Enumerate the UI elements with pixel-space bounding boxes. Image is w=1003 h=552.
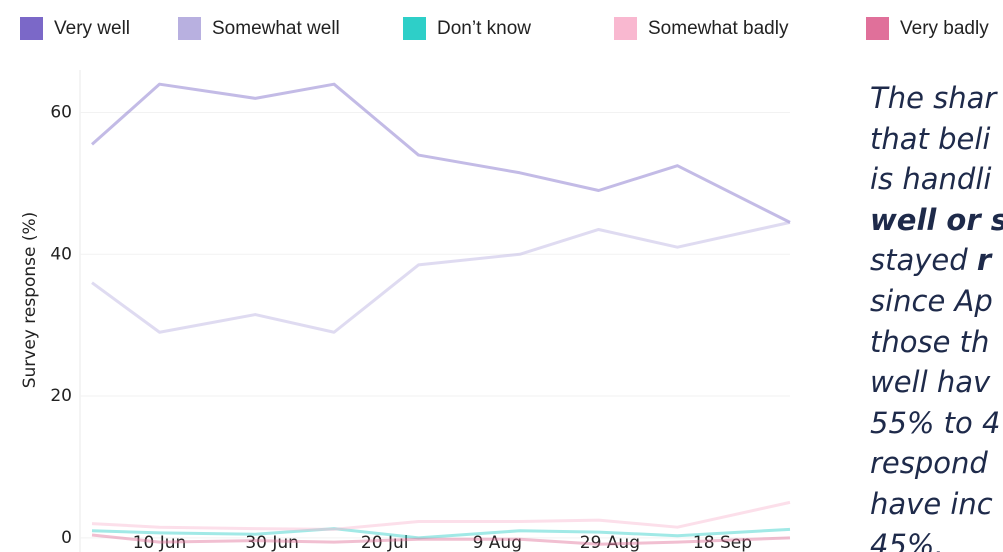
- legend-swatch: [866, 17, 889, 40]
- legend-swatch: [178, 17, 201, 40]
- annotation-text: stayed: [870, 243, 977, 278]
- annotation-text: 45%.: [870, 527, 944, 552]
- legend-label: Somewhat badly: [648, 18, 789, 39]
- x-tick-label: 29 Aug: [580, 533, 640, 552]
- annotation-line: 45%.: [870, 525, 1003, 552]
- annotation-line: stayed r: [870, 240, 1003, 281]
- legend-swatch: [20, 17, 43, 40]
- annotation-text: 55% to 4: [870, 405, 1001, 440]
- x-tick-label: 9 Aug: [473, 533, 522, 552]
- legend-swatch: [403, 17, 426, 40]
- annotation-line: well or s: [870, 200, 1003, 241]
- annotation-text: respond: [870, 446, 988, 481]
- y-axis-label: Survey response (%): [20, 212, 40, 389]
- y-tick-label: 0: [61, 528, 72, 548]
- legend-swatch: [614, 17, 637, 40]
- series-line: [91, 82, 791, 224]
- annotation-text: those th: [870, 324, 990, 359]
- annotation-text: that beli: [870, 121, 991, 156]
- annotation-text: well or s: [870, 202, 1003, 237]
- annotation-line: those th: [870, 322, 1003, 363]
- legend-label: Very well: [54, 18, 130, 39]
- y-tick-label: 60: [50, 103, 72, 123]
- annotation: The shar that beli is handli well or s staye…: [870, 78, 1003, 552]
- annotation-text: since Ap: [870, 283, 993, 318]
- annotation-text: have inc: [870, 486, 993, 521]
- x-tick-label: 30 Jun: [245, 533, 299, 552]
- series-line: [91, 500, 791, 531]
- legend-label: Very badly: [900, 18, 989, 39]
- legend-label: Don’t know: [437, 18, 531, 39]
- y-tick-label: 40: [50, 244, 72, 264]
- annotation-line: is handli: [870, 159, 1003, 200]
- annotation-line: The shar: [870, 78, 1003, 119]
- series-line: [91, 533, 791, 546]
- x-tick-label: 18 Sep: [693, 533, 752, 552]
- legend-label: Somewhat well: [212, 18, 340, 39]
- annotation-line: since Ap: [870, 281, 1003, 322]
- y-tick-label: 20: [50, 386, 72, 406]
- series-line: [91, 220, 791, 334]
- annotation-line: well hav: [870, 362, 1003, 403]
- annotation-text: is handli: [870, 162, 992, 197]
- x-tick-label: 10 Jun: [133, 533, 187, 552]
- series-line: [91, 527, 791, 540]
- annotation-emphasis: r: [976, 243, 992, 278]
- annotation-text: The shar: [870, 81, 997, 115]
- annotation-text: well hav: [870, 365, 991, 400]
- annotation-line: respond: [870, 443, 1003, 484]
- annotation-line: 55% to 4: [870, 403, 1003, 444]
- x-tick-label: 20 Jul: [361, 533, 409, 552]
- annotation-line: have inc: [870, 484, 1003, 525]
- annotation-line: that beli: [870, 119, 1003, 160]
